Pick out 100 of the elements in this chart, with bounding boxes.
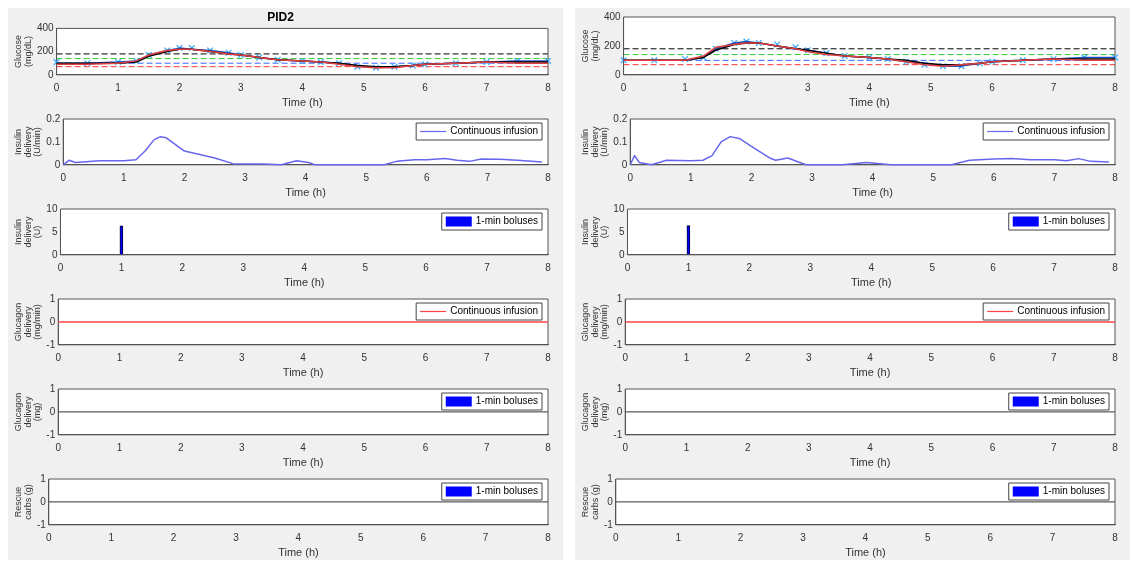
x-tick-label: 5 — [362, 261, 369, 273]
x-tick-label: 1 — [108, 531, 115, 543]
legend-label: Continuous infusion — [450, 125, 539, 137]
legend-label: 1-min boluses — [475, 215, 539, 227]
y-tick-label: -1 — [603, 518, 614, 530]
x-tick-label: 2 — [737, 531, 744, 543]
y-tick-label: 400 — [36, 22, 55, 34]
x-tick-label: 2 — [170, 531, 177, 543]
x-tick-label: 6 — [989, 351, 996, 363]
x-tick-label: 8 — [1112, 441, 1119, 453]
chart-title: PID2 — [267, 9, 295, 24]
x-tick-label: 3 — [233, 531, 240, 543]
x-tick-label: 1 — [685, 261, 692, 273]
x-tick-label: 3 — [806, 441, 813, 453]
x-tick-label: 3 — [807, 261, 814, 273]
y-tick-label: 400 — [603, 10, 622, 22]
x-tick-label: 5 — [363, 171, 370, 183]
x-tick-label: 1 — [121, 171, 128, 183]
x-tick-label: 7 — [1051, 261, 1058, 273]
legend-label: Continuous infusion — [1017, 125, 1106, 137]
x-tick-label: 1 — [116, 441, 123, 453]
y-tick-label: 0 — [615, 68, 622, 80]
x-axis-title: Time (h) — [849, 96, 890, 109]
y-tick-label: -1 — [613, 338, 623, 350]
legend-label: 1-min boluses — [1042, 395, 1106, 407]
x-tick-label: 1 — [683, 441, 690, 453]
x-axis-title: Time (h) — [282, 366, 324, 379]
x-tick-label: 5 — [361, 351, 368, 363]
y-axis-title: Glucagon delivery (mg/min) — [13, 302, 43, 342]
x-tick-label: 7 — [482, 531, 489, 543]
x-tick-label: 8 — [1112, 531, 1119, 543]
x-tick-label: 4 — [868, 261, 875, 273]
x-tick-label: 7 — [1051, 171, 1058, 183]
x-tick-label: 1 — [116, 351, 123, 363]
x-tick-label: 4 — [867, 441, 874, 453]
x-tick-label: 4 — [867, 351, 874, 363]
x-tick-label: 3 — [805, 81, 812, 93]
y-tick-label: 1 — [49, 292, 56, 304]
x-tick-label: 6 — [420, 531, 427, 543]
legend-label: Continuous infusion — [1017, 305, 1106, 317]
x-axis-title: Time (h) — [849, 366, 891, 379]
x-tick-label: 7 — [1051, 441, 1057, 453]
x-tick-label: 5 — [360, 81, 367, 93]
x-tick-label: 2 — [177, 441, 184, 453]
y-axis-title: Glucagon delivery (mg) — [13, 392, 43, 432]
y-tick-label: 0.2 — [613, 112, 628, 124]
y-tick-label: 5 — [618, 225, 625, 237]
x-tick-label: 5 — [928, 351, 935, 363]
x-tick-label: 1 — [682, 81, 689, 93]
x-tick-label: 2 — [743, 81, 750, 93]
x-tick-label: 5 — [929, 261, 936, 273]
x-tick-label: 7 — [483, 81, 490, 93]
x-tick-label: 7 — [484, 171, 491, 183]
x-tick-label: 5 — [925, 531, 932, 543]
legend-label: 1-min boluses — [475, 485, 539, 497]
legend-label: 1-min boluses — [1042, 485, 1106, 497]
x-tick-label: 4 — [295, 531, 302, 543]
x-tick-label: 4 — [869, 171, 876, 183]
x-axis-title: Time (h) — [283, 276, 325, 289]
x-tick-label: 7 — [1050, 81, 1057, 93]
x-axis-title: Time (h) — [849, 456, 891, 469]
legend-label: 1-min boluses — [1042, 215, 1106, 227]
y-tick-label: 0 — [618, 248, 625, 260]
x-tick-label: 4 — [301, 261, 308, 273]
x-tick-label: 8 — [1112, 81, 1119, 93]
x-tick-label: 8 — [545, 531, 552, 543]
x-tick-label: 7 — [484, 441, 490, 453]
y-tick-label: 0 — [54, 158, 61, 170]
y-tick-label: 0 — [51, 248, 58, 260]
x-axis-title: Time (h) — [282, 96, 323, 109]
y-tick-label: 0 — [49, 405, 56, 417]
y-tick-label: 1 — [40, 472, 47, 484]
x-tick-label: 3 — [809, 171, 816, 183]
x-tick-label: 6 — [422, 81, 429, 93]
x-axis-title: Time (h) — [282, 456, 324, 469]
x-tick-label: 4 — [300, 351, 307, 363]
x-tick-label: 2 — [177, 351, 184, 363]
legend-label: 1-min boluses — [475, 395, 539, 407]
x-tick-label: 2 — [744, 351, 751, 363]
x-tick-label: 5 — [927, 81, 934, 93]
y-tick-label: 0.1 — [46, 135, 61, 147]
y-tick-label: -1 — [613, 428, 623, 440]
x-axis-title: Time (h) — [285, 186, 326, 199]
x-tick-label: 3 — [238, 81, 245, 93]
x-tick-label: 4 — [300, 441, 307, 453]
legend-label: Continuous infusion — [450, 305, 539, 317]
y-tick-label: 0 — [616, 405, 623, 417]
x-tick-label: 1 — [115, 81, 122, 93]
y-axis-title: Glucose (mg/dL) — [580, 29, 600, 63]
y-axis-title: Glucose (mg/dL) — [13, 35, 33, 69]
x-tick-label: 8 — [545, 171, 552, 183]
x-tick-label: 8 — [545, 81, 552, 93]
x-tick-label: 3 — [239, 351, 246, 363]
x-tick-label: 5 — [358, 531, 365, 543]
x-tick-label: 2 — [181, 171, 188, 183]
y-tick-label: 10 — [46, 202, 58, 214]
x-axis-title: Time (h) — [852, 186, 893, 199]
x-tick-label: 3 — [240, 261, 247, 273]
x-tick-label: 6 — [989, 441, 996, 453]
y-tick-label: 1 — [616, 292, 623, 304]
